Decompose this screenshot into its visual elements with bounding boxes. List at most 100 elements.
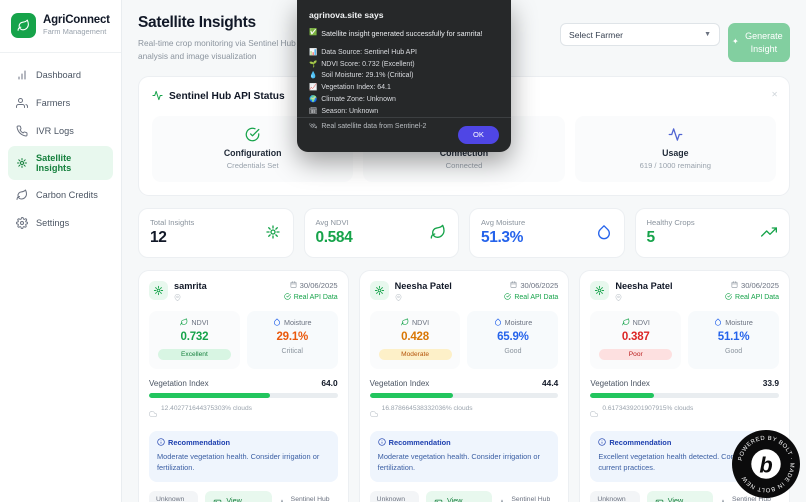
alert-fade-line: 🛰 Real satellite data from Sentinel-2 [309,123,499,131]
browser-alert-dialog: agrinova.site says ✅ Satellite insight g… [297,0,511,152]
sidebar-item-settings[interactable]: Settings [8,210,113,236]
sidebar-item-satellite-insights[interactable]: Satellite Insights [8,146,113,180]
insight-card[interactable]: Neesha Patel 30/06/2025 Real API Data [579,269,790,502]
moisture-metric-header: Moisture [471,318,554,328]
check-circle-icon [284,293,291,302]
leaf-icon [621,318,630,328]
moisture-metric-status: Good [725,347,743,355]
alert-line-emoji: 📈 [309,84,318,92]
moisture-metric-status: Good [504,347,522,355]
vegetation-index-value: 64.0 [321,377,338,388]
satellite-icon [369,280,389,300]
vegetation-index-label: Vegetation Index [149,378,209,388]
ndvi-metric-value: 0.732 [180,330,209,343]
bolt-badge[interactable]: POWERED BY BOLT · MADE IN BOLT NEW b [732,430,800,498]
sidebar-item-label: Carbon Credits [36,190,98,200]
insight-card-api-text: Real API Data [735,293,779,301]
svg-text:b: b [759,452,772,477]
api-status-cell-sub: 619 / 1000 remaining [639,160,711,170]
alert-line-text: NDVI Score: 0.732 (Excellent) [321,60,415,68]
moisture-metric-label: Moisture [504,318,533,328]
map-pin-icon [615,293,672,301]
leaf-icon [429,223,447,241]
view-images-label: View Images [447,495,463,502]
close-icon[interactable]: ✕ [771,89,778,99]
alert-detail-line: 🌍 Climate Zone: Unknown [309,96,499,104]
insight-card[interactable]: samrita 30/06/2025 Real API Data [138,269,349,502]
check-emoji-icon: ✅ [309,29,318,36]
view-images-button[interactable]: View Images [646,490,713,502]
view-images-button[interactable]: View Images [205,490,272,502]
insight-card-date: 30/06/2025 [504,281,558,290]
alert-detail-line: 📊 Data Source: Sentinel Hub API [309,49,499,57]
sidebar-item-ivr-logs[interactable]: IVR Logs [8,118,113,144]
map-pin-icon [174,293,207,301]
alert-detail-line: 🗓 Season: Unknown [309,108,499,116]
check-circle-icon [725,293,732,302]
insight-card-api-tag: Real API Data [284,293,338,302]
vegetation-index-row: Vegetation Index 33.9 [590,378,779,388]
ndvi-metric: NDVI 0.732 Excellent [149,310,240,369]
alert-detail-line: 📈 Vegetation Index: 64.1 [309,84,499,92]
stat-card-label: Total Insights [150,217,195,227]
insight-card-header: samrita 30/06/2025 Real API Data [149,280,338,302]
page-header: Satellite Insights Real-time crop monito… [138,14,790,63]
calendar-icon [731,281,738,290]
alert-detail-list: 📊 Data Source: Sentinel Hub API 🌱 NDVI S… [309,49,499,116]
sidebar-item-carbon-credits[interactable]: Carbon Credits [8,182,113,208]
generate-insight-button[interactable]: ✦ Generate Insight [728,23,790,62]
insight-card-farmer: Neesha Patel [394,280,452,291]
api-status-cell-label: Usage [662,147,689,158]
info-icon [157,438,165,448]
sidebar-item-label: Dashboard [36,70,81,80]
brand-tagline: Farm Management [43,27,107,37]
cloud-coverage: 16.878664538332036% clouds [369,405,559,423]
sidebar-item-dashboard[interactable]: Dashboard [8,62,113,88]
activity-icon [581,127,770,142]
insight-card-header: Neesha Patel 30/06/2025 Real API Data [369,280,558,302]
alert-ok-button[interactable]: OK [458,125,499,144]
api-status-cell-label: Configuration [223,147,282,158]
droplet-icon [494,318,502,328]
moisture-metric-value: 29.1% [276,330,309,343]
sparkle-icon: ✦ [732,37,739,47]
vegetation-index-bar-fill [590,392,655,398]
droplet-icon [714,318,722,328]
calendar-icon [510,281,517,290]
vegetation-index-label: Vegetation Index [369,378,430,388]
sidebar-item-label: IVR Logs [36,126,74,136]
view-images-button[interactable]: View Images [426,490,493,502]
cloud-icon [149,405,157,423]
vegetation-index-bar [590,392,779,398]
recommendation-box: Recommendation Moderate vegetation healt… [369,430,559,482]
chevron-down-icon: ▼ [704,31,711,38]
api-status-cell-sub: Credentials Set [226,160,279,170]
ndvi-metric: NDVI 0.428 Moderate [369,310,461,369]
farmer-select-value: Select Farmer [569,29,623,40]
alert-success-text: Satellite insight generated successfully… [321,29,483,38]
main-content: Satellite Insights Real-time crop monito… [122,0,806,502]
vegetation-index-row: Vegetation Index 64.0 [149,378,338,388]
alert-line-emoji: 🗓 [309,107,318,115]
recommendation-title: Recommendation [168,438,231,448]
sidebar-item-farmers[interactable]: Farmers [8,90,113,116]
ndvi-metric-label: NDVI [411,318,430,328]
vegetation-index-label: Vegetation Index [590,378,650,388]
view-images-label: View Images [226,495,242,502]
alert-line-emoji: 🌍 [309,95,318,103]
alert-line-text: Climate Zone: Unknown [321,95,396,103]
stat-card: Avg Moisture 51.3% [469,207,625,258]
insight-card[interactable]: Neesha Patel 30/06/2025 Real API Data [358,269,570,502]
leaf-icon [401,318,409,328]
crop-chip: Unknown Crop [149,491,199,502]
data-source-label: Sentinel Hub API [511,496,551,502]
farmer-select[interactable]: Select Farmer ▼ [560,23,720,46]
vegetation-index-value: 33.9 [762,377,779,388]
recommendation-header: Recommendation [377,438,551,448]
alert-success-line: ✅ Satellite insight generated successful… [309,29,499,38]
moisture-metric: Moisture 65.9% Good [467,310,559,369]
users-icon [16,97,28,109]
calendar-icon [290,281,297,290]
data-source: Sentinel Hub API [279,496,338,502]
